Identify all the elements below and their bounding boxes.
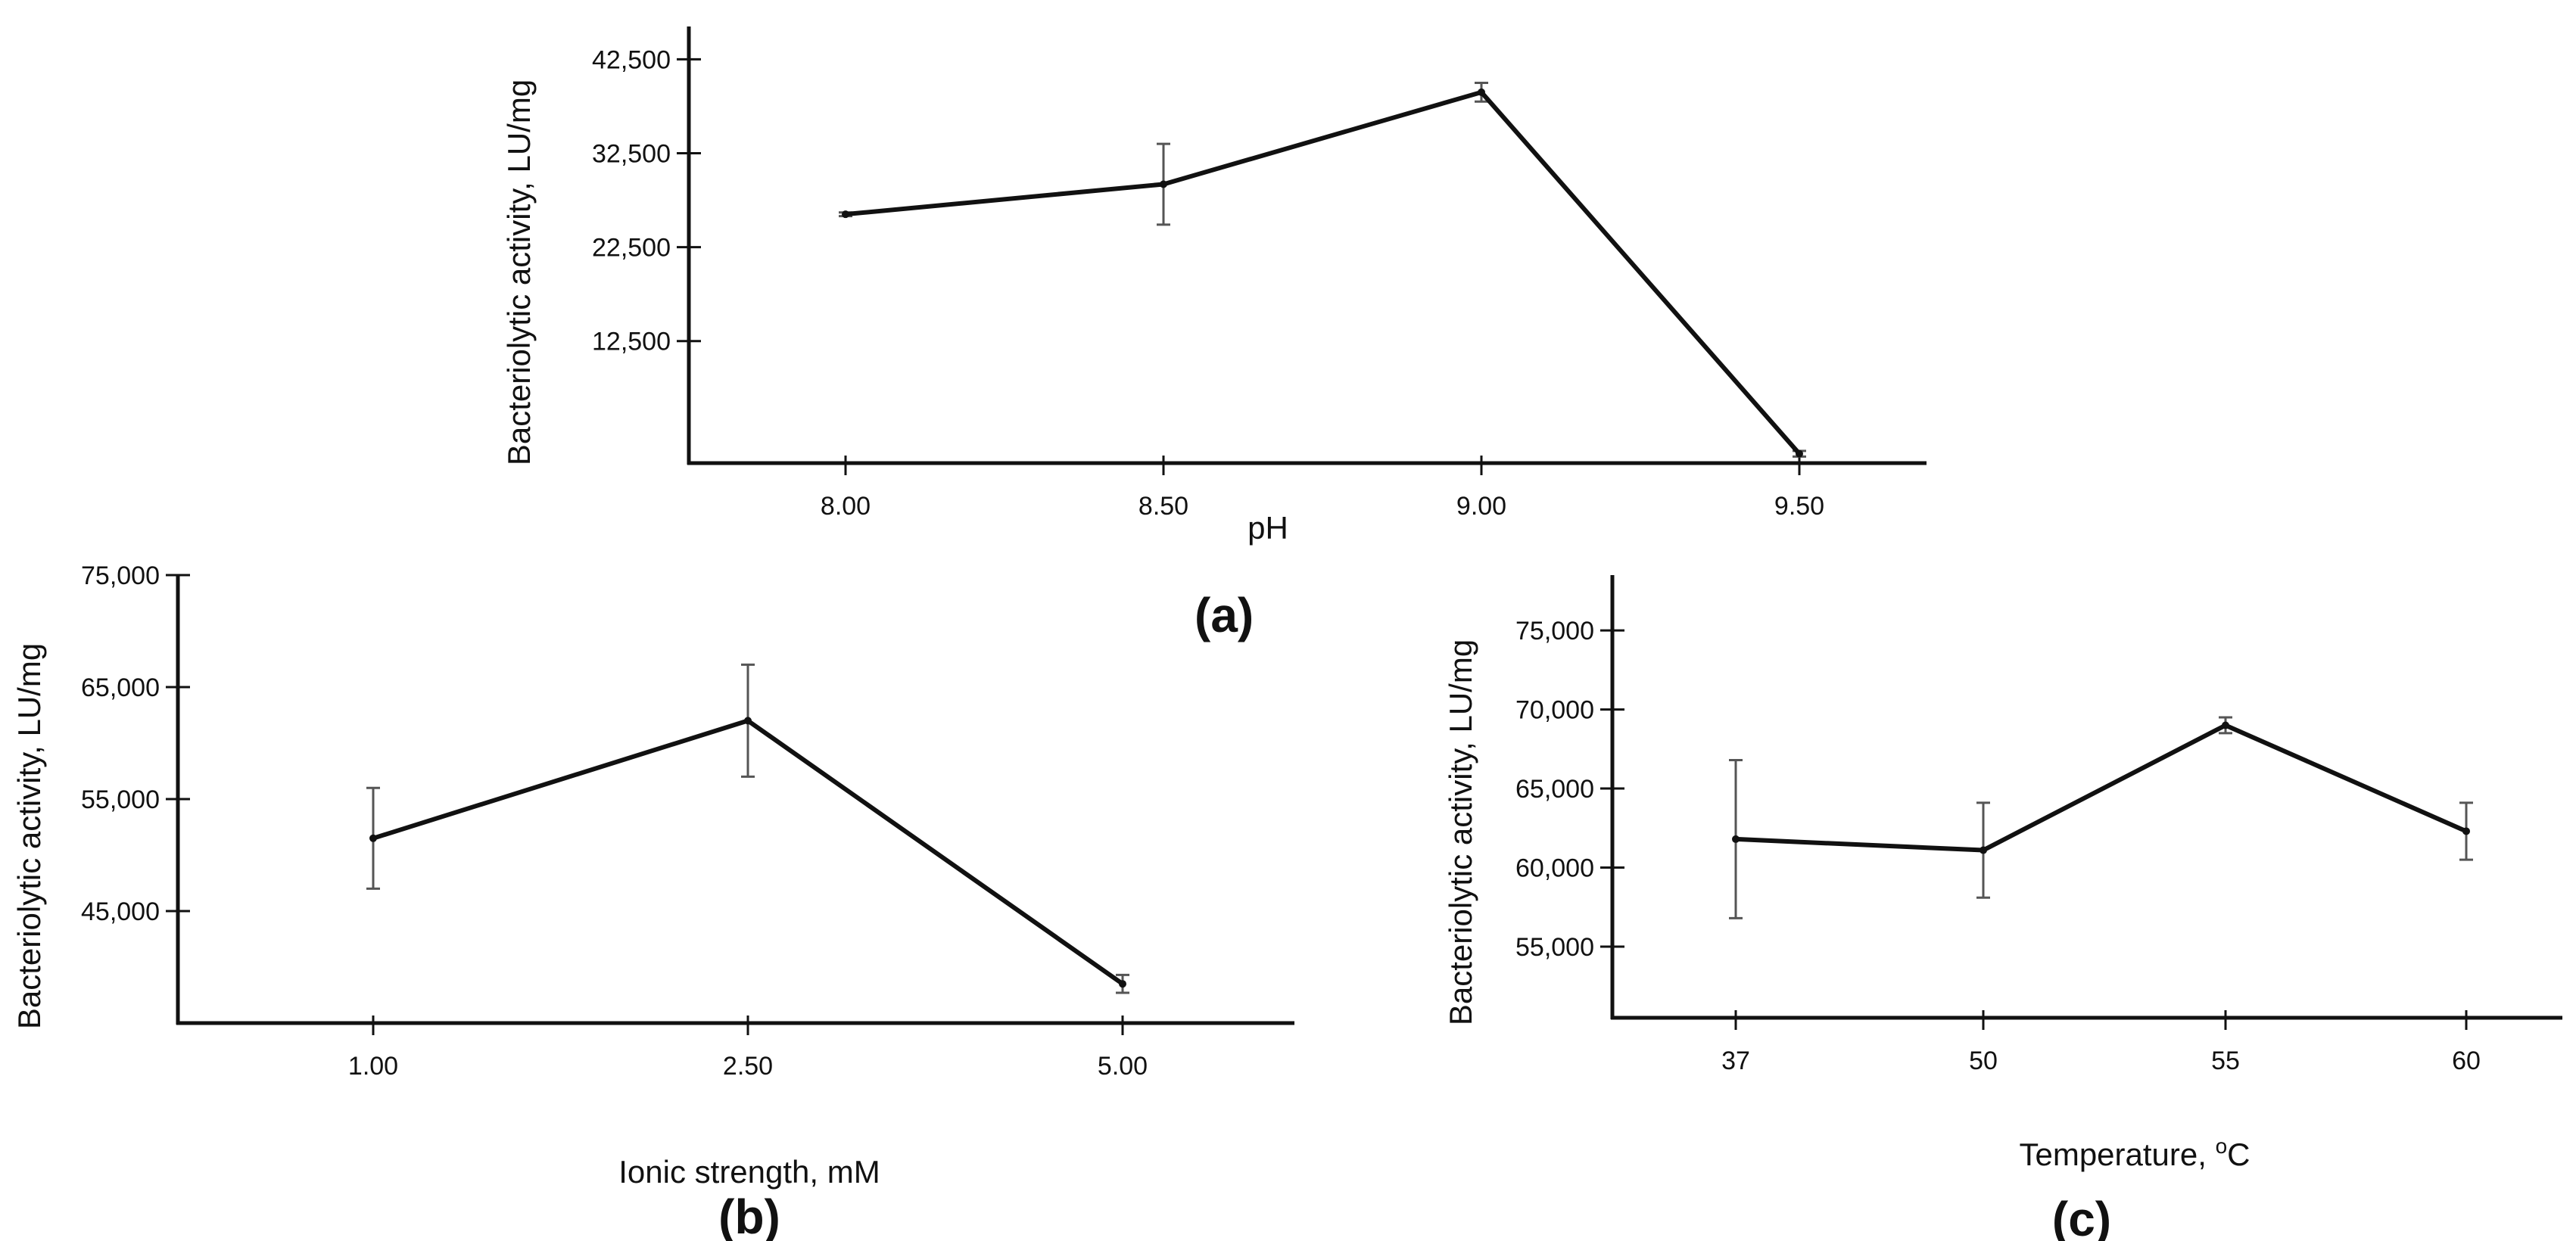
panel-c-x-axis-title: Temperature, oC [2019, 1134, 2250, 1172]
panel-b-xtick-label: 2.50 [723, 1052, 773, 1081]
panel-c-ticks [1600, 629, 2468, 1030]
panel-b-ytick-label: 65,000 [81, 673, 160, 702]
panel-a-x-axis-title: pH [1248, 510, 1288, 546]
panel-a-ytick-label: 32,500 [592, 140, 671, 169]
panel-c-chart: 55,000 60,000 65,000 70,000 75,000 37 50… [1443, 575, 2562, 1241]
panel-c-data-point [2222, 721, 2229, 729]
panel-b-data-point [369, 834, 377, 842]
panel-b-label: (b) [718, 1190, 780, 1241]
panel-c-data-point [1980, 846, 1987, 854]
panel-a-data-point [1160, 180, 1167, 188]
panel-a-data-point [842, 210, 849, 219]
panel-b-y-axis-title: Bacteriolytic activity, LU/mg [11, 643, 47, 1029]
panel-b-ytick-label: 45,000 [81, 897, 160, 926]
panel-a-y-axis-title: Bacteriolytic activity, LU/mg [501, 79, 537, 465]
panel-a-label: (a) [1195, 588, 1254, 642]
panel-b-ticks [166, 574, 1124, 1035]
panel-c-x-axis-title-text: Temperature, [2019, 1137, 2215, 1172]
panel-c-ytick-label: 65,000 [1515, 775, 1594, 804]
panel-b-xtick-label: 1.00 [348, 1052, 398, 1081]
panel-c-y-axis-title: Bacteriolytic activity, LU/mg [1443, 639, 1478, 1025]
panel-c-ytick-label: 55,000 [1515, 933, 1594, 962]
panel-a-ytick-label: 42,500 [592, 45, 671, 74]
panel-c-points [1732, 721, 2470, 854]
panel-b-data-point [1119, 980, 1126, 988]
panel-a-xtick-label: 8.50 [1138, 492, 1188, 521]
panel-c-label: (c) [2052, 1192, 2111, 1241]
panel-c-x-axis-title-degree: o [2216, 1134, 2228, 1158]
panel-c-data-point [1732, 835, 1740, 843]
panel-c-ytick-label: 60,000 [1515, 854, 1594, 883]
panel-c-xtick-label: 60 [2452, 1047, 2481, 1075]
panel-b-ytick-label: 75,000 [81, 561, 160, 590]
panel-c-xtick-label: 55 [2211, 1047, 2240, 1075]
panel-a-chart: 12,500 22,500 32,500 42,500 8.00 8.50 9.… [501, 26, 1927, 642]
panel-c-xtick-label: 50 [1969, 1047, 1998, 1075]
panel-a-points [842, 88, 1803, 458]
panel-c-ytick-label: 70,000 [1515, 696, 1594, 725]
panel-b-data-point [744, 717, 752, 725]
panel-c-series-line [1735, 723, 2468, 853]
panel-b-ytick-label: 55,000 [81, 785, 160, 814]
panel-a-data-point [1796, 449, 1803, 458]
panel-c-ytick-label: 75,000 [1515, 617, 1594, 645]
panel-c-error-bars [1729, 716, 2473, 919]
panel-b-error-bars [366, 663, 1129, 994]
panel-c-x-axis-title-unit: C [2227, 1137, 2250, 1172]
panel-a-ytick-label: 12,500 [592, 328, 671, 356]
panel-a-data-point [1478, 88, 1485, 96]
panel-a-ytick-label: 22,500 [592, 234, 671, 263]
panel-c-xtick-label: 37 [1721, 1047, 1750, 1075]
panel-b-x-axis-title: Ionic strength, mM [618, 1154, 880, 1190]
panel-a-xtick-label: 9.00 [1456, 492, 1506, 521]
panel-b-xtick-label: 5.00 [1098, 1052, 1148, 1081]
panel-a-xtick-label: 9.50 [1774, 492, 1824, 521]
panel-a-series-line [845, 89, 1802, 456]
panel-c-data-point [2462, 827, 2470, 835]
panel-a-ticks [677, 58, 1801, 475]
panel-a-xtick-label: 8.00 [821, 492, 871, 521]
panel-b-points [369, 717, 1126, 988]
panel-b-chart: 45,000 55,000 65,000 75,000 1.00 2.50 5.… [11, 561, 1294, 1241]
